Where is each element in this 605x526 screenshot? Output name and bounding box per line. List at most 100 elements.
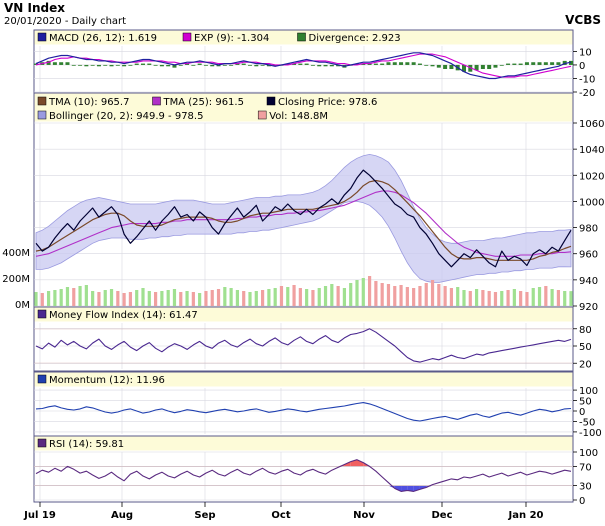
volume-bar (311, 290, 315, 306)
divergence-bar (185, 63, 190, 65)
legend-entry: RSI (14): 59.81 (49, 439, 124, 450)
legend-band (34, 436, 573, 451)
volume-bar (493, 292, 498, 306)
volume-bar (191, 292, 195, 306)
volume-bar (449, 288, 454, 306)
volume-bar (537, 287, 542, 306)
divergence-bar (518, 63, 523, 65)
legend-entry: Momentum (12): 11.96 (49, 375, 165, 386)
volume-bar (418, 286, 422, 306)
divergence-bar (96, 64, 101, 67)
volume-bar (474, 289, 479, 306)
volume-bar (279, 286, 284, 306)
volume-bar (286, 287, 290, 306)
divergence-bar (166, 64, 171, 67)
volume-bar (323, 286, 328, 306)
divergence-bar (248, 64, 252, 66)
divergence-bar (78, 64, 83, 66)
divergence-bar (147, 63, 152, 65)
volume-bar (78, 286, 82, 306)
divergence-bar (506, 63, 511, 65)
rsi-line (35, 459, 572, 492)
legend-swatch (37, 110, 47, 120)
volume-bar (179, 292, 183, 306)
volume-bar (550, 289, 554, 306)
macd-panel: 10 0 -10 -20 MACD (26, 12): 1.619 EXP (9): -1… (33, 29, 595, 99)
divergence-bar (178, 64, 183, 66)
divergence-bar (197, 63, 202, 65)
divergence-bar (128, 64, 133, 66)
y-tick-label: -100 (579, 428, 602, 439)
divergence-bar (373, 63, 378, 65)
volume-bar (399, 285, 403, 306)
volume-bar (46, 291, 51, 306)
y-tick-label: 1060 (579, 119, 604, 130)
divergence-bar (317, 64, 322, 67)
divergence-bar (411, 62, 416, 65)
y-tick-label: 0 (579, 496, 585, 507)
volume-bar (59, 289, 63, 306)
divergence-bar (543, 62, 548, 65)
legend-swatch (37, 96, 47, 106)
divergence-bar (34, 63, 38, 65)
volume-bar (531, 288, 535, 306)
volume-bar (72, 288, 76, 306)
legend-entry: Closing Price: 978.6 (278, 97, 377, 108)
volume-bar (235, 290, 240, 306)
legend-swatch (257, 110, 267, 120)
rsi-oversold-fill (394, 485, 402, 492)
volume-bar (298, 288, 302, 306)
divergence-bar (361, 63, 366, 65)
y-tick-label: 70 (579, 462, 592, 473)
rsi-overbought-fill (357, 459, 364, 467)
divergence-bar (172, 64, 177, 68)
divergence-bar (59, 62, 64, 65)
divergence-bar (46, 60, 51, 65)
divergence-bar (436, 64, 441, 68)
volume-bar (260, 290, 265, 306)
volume-bar (128, 292, 133, 306)
y-tick-label: 10 (579, 47, 592, 58)
volume-bar (160, 291, 164, 306)
divergence-bar (480, 64, 485, 69)
volume-bar (53, 290, 57, 306)
rsi-oversold-fill (407, 485, 414, 492)
x-tick-label: Oct (271, 510, 290, 521)
volume-bar (462, 290, 466, 306)
divergence-bar (235, 63, 240, 65)
volume-bar (229, 288, 233, 306)
x-tick-label: Jul 19 (23, 510, 56, 521)
divergence-bar (109, 64, 114, 67)
legend-band (34, 93, 573, 122)
volume-bar (355, 280, 359, 306)
volume-bar (267, 289, 271, 306)
legend-entry: Bollinger (20, 2): 949.9 - 978.5 (49, 111, 203, 122)
rsi-panel: 100 70 30 0 RSI (14): 59.81 (33, 435, 598, 507)
mfi-line (35, 328, 572, 363)
volume-bar (506, 290, 510, 306)
legend-entry: TMA (25): 961.5 (163, 97, 244, 108)
divergence-bar (417, 63, 422, 65)
volume-bar (109, 289, 114, 306)
divergence-bar (310, 64, 315, 66)
y-tick-label: 0 (579, 407, 585, 418)
volume-tick-label: 400M (2, 248, 30, 259)
divergence-bar (229, 64, 234, 66)
divergence-bar (115, 64, 120, 66)
divergence-bar (71, 64, 76, 66)
volume-bar (487, 291, 491, 306)
divergence-bar (512, 63, 517, 65)
divergence-bar (443, 64, 448, 69)
divergence-bar (323, 64, 328, 67)
legend-swatch (37, 374, 47, 384)
volume-bar (424, 283, 428, 306)
divergence-bar (462, 64, 466, 72)
divergence-bar (386, 62, 391, 65)
volume-tick-label: 0M (15, 300, 30, 311)
volume-bar (172, 289, 177, 306)
x-tick-label: Aug (111, 510, 133, 521)
divergence-bar (468, 64, 473, 72)
divergence-bar (524, 62, 529, 65)
